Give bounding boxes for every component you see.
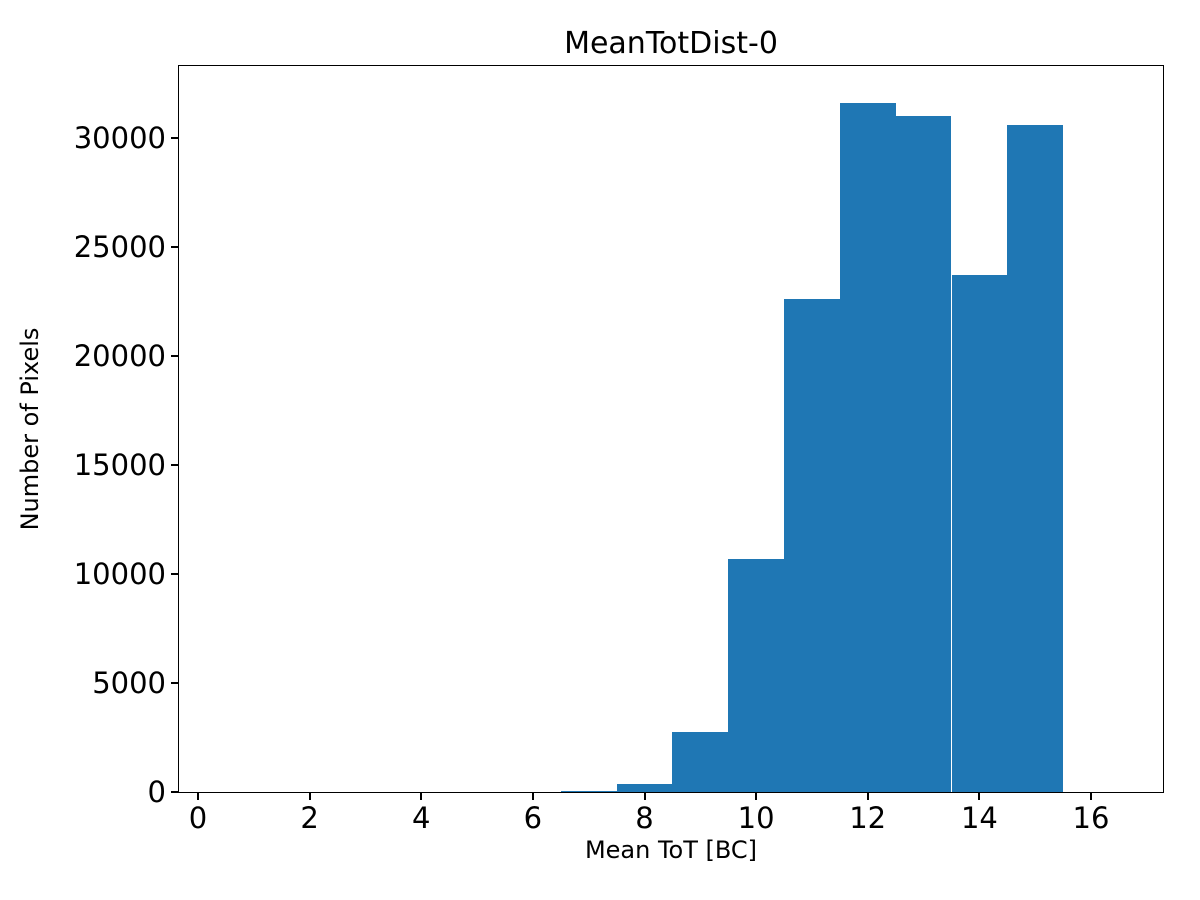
- x-tick-mark: [978, 792, 981, 800]
- x-tick-label: 16: [1072, 801, 1110, 835]
- x-tick-label: 4: [411, 801, 431, 835]
- x-tick-label: 6: [523, 801, 543, 835]
- y-tick-label: 30000: [73, 120, 166, 155]
- histogram-bar: [616, 784, 673, 792]
- y-tick-mark: [171, 463, 179, 466]
- x-tick-mark: [1090, 792, 1092, 800]
- plot-area: [177, 64, 1164, 793]
- histogram-bar: [951, 275, 1008, 792]
- x-tick-mark: [197, 792, 199, 800]
- y-tick-label: 15000: [73, 447, 166, 482]
- x-tick-mark: [755, 792, 758, 800]
- y-tick-label: 0: [147, 775, 166, 809]
- histogram-bar: [895, 115, 952, 792]
- x-tick-label: 2: [300, 801, 319, 835]
- x-tick-label: 0: [188, 801, 208, 835]
- y-tick-label: 5000: [92, 665, 166, 700]
- y-tick-label: 25000: [73, 229, 166, 264]
- x-tick-mark: [420, 792, 423, 800]
- y-tick-label: 20000: [73, 338, 166, 373]
- y-tick-mark: [171, 354, 179, 357]
- x-tick-label: 12: [849, 801, 887, 835]
- histogram-bar: [784, 299, 840, 792]
- y-tick-label: 10000: [73, 556, 166, 591]
- y-tick-mark: [171, 681, 179, 684]
- y-axis-label: Number of Pixels: [16, 327, 44, 531]
- x-tick-mark: [531, 792, 534, 800]
- histogram-bar: [728, 558, 784, 792]
- y-tick-mark: [171, 136, 179, 139]
- chart-title: MeanTotDist-0: [564, 26, 778, 61]
- histogram-bar: [672, 731, 729, 792]
- x-tick-mark: [308, 792, 311, 800]
- y-tick-mark: [171, 791, 179, 793]
- x-tick-mark: [866, 792, 869, 800]
- x-tick-label: 10: [737, 801, 775, 835]
- histogram-bar: [839, 102, 896, 792]
- x-tick-label: 8: [635, 801, 654, 835]
- x-tick-label: 14: [960, 801, 998, 835]
- histogram-bar: [1007, 124, 1064, 792]
- y-tick-mark: [171, 572, 179, 575]
- histogram-bar: [560, 790, 617, 792]
- x-axis-label: Mean ToT [BC]: [584, 836, 758, 864]
- y-tick-mark: [171, 245, 179, 248]
- x-tick-mark: [643, 792, 646, 800]
